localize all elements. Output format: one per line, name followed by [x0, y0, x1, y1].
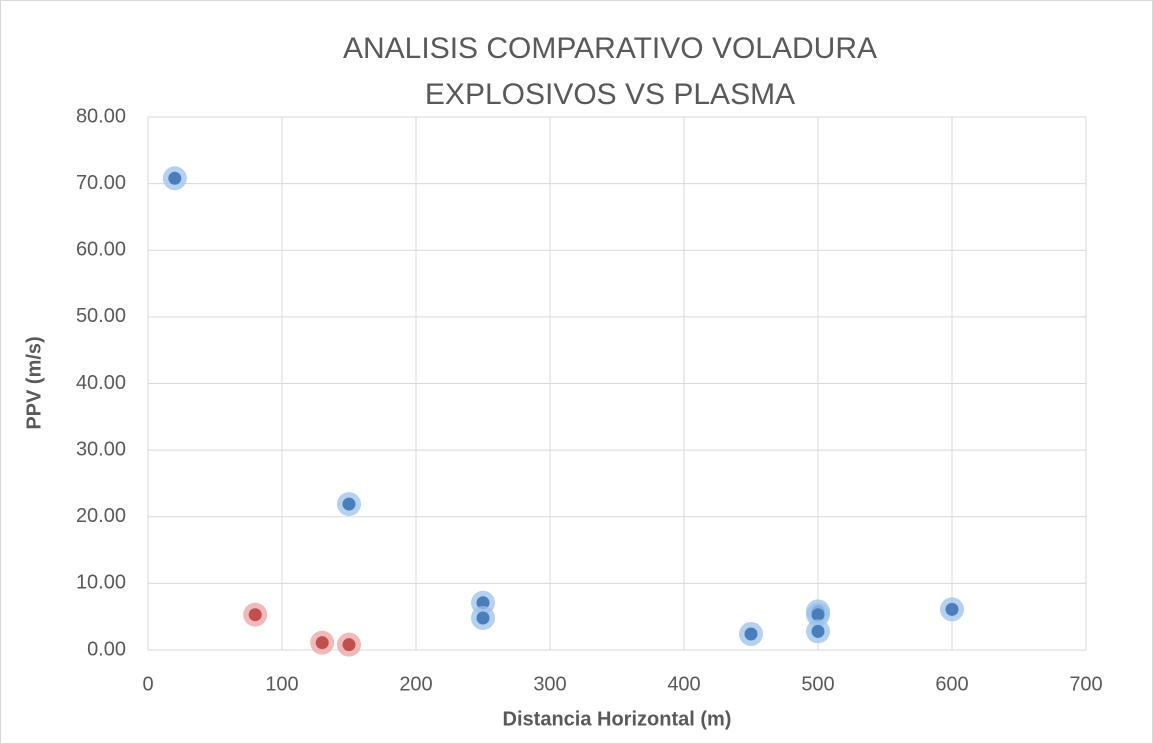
point: [248, 608, 262, 622]
x-tick-label: 0: [142, 673, 153, 695]
point: [744, 627, 758, 641]
point: [342, 638, 356, 652]
y-tick-label: 40.00: [76, 372, 126, 394]
x-tick-label: 400: [667, 673, 700, 695]
y-tick-label: 20.00: [76, 505, 126, 527]
y-tick-label: 50.00: [76, 305, 126, 327]
y-axis-label: PPV (m/s): [23, 336, 45, 429]
y-tick-label: 70.00: [76, 172, 126, 194]
x-tick-label: 200: [399, 673, 432, 695]
x-tick-label: 700: [1069, 673, 1102, 695]
chart-title: ANALISIS COMPARATIVO VOLADURA: [343, 32, 877, 65]
point: [315, 636, 329, 650]
x-tick-label: 300: [533, 673, 566, 695]
point: [476, 596, 490, 610]
point: [342, 497, 356, 511]
point: [168, 171, 182, 185]
point: [811, 608, 825, 622]
y-tick-label: 0.00: [87, 638, 126, 660]
x-tick-label: 100: [265, 673, 298, 695]
chart-title: EXPLOSIVOS VS PLASMA: [425, 78, 795, 111]
point: [811, 624, 825, 638]
x-axis-label: Distancia Horizontal (m): [503, 708, 732, 730]
y-tick-label: 10.00: [76, 572, 126, 594]
x-tick-label: 600: [935, 673, 968, 695]
point: [476, 611, 490, 625]
point: [945, 602, 959, 616]
x-tick-label: 500: [801, 673, 834, 695]
y-tick-label: 60.00: [76, 239, 126, 261]
y-tick-label: 30.00: [76, 438, 126, 460]
y-tick-label: 80.00: [76, 105, 126, 127]
